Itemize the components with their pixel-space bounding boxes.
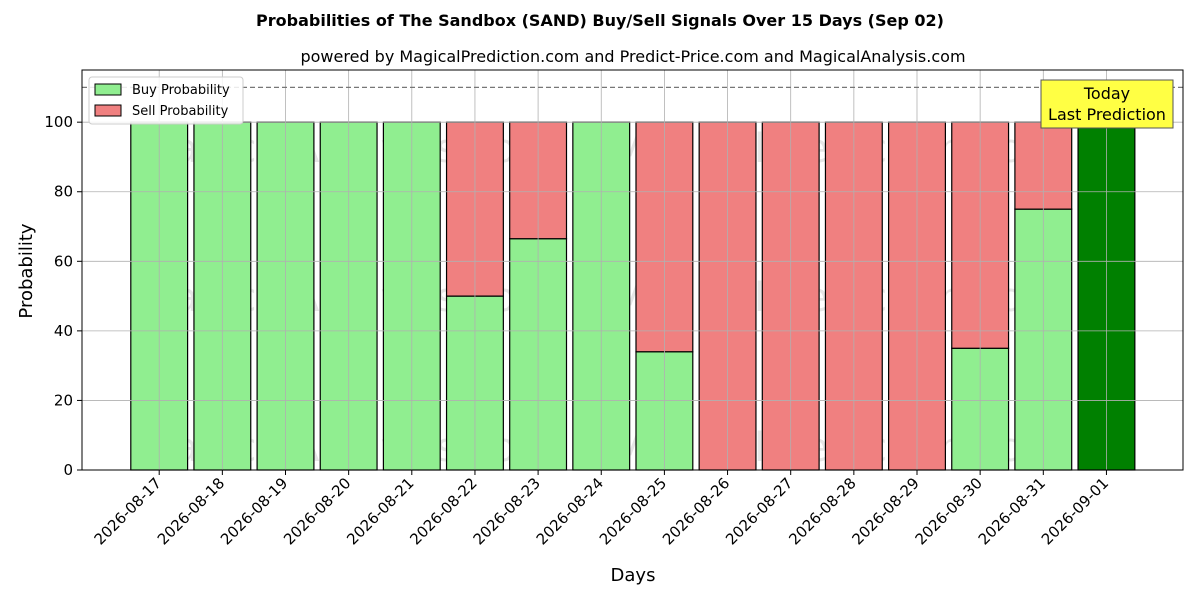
x-tick-label: 2026-08-24 bbox=[533, 474, 607, 548]
x-tick-label: 2026-08-31 bbox=[975, 474, 1049, 548]
x-tick-label: 2026-09-01 bbox=[1038, 474, 1112, 548]
today-annotation-line2: Last Prediction bbox=[1048, 105, 1166, 124]
plot-frame bbox=[81, 69, 1184, 471]
x-tick-label: 2026-08-18 bbox=[154, 474, 228, 548]
x-axis-label: Days bbox=[611, 565, 656, 586]
legend-swatch bbox=[94, 83, 122, 96]
y-tick-label: 60 bbox=[54, 252, 73, 270]
x-tick-label: 2026-08-19 bbox=[217, 474, 291, 548]
x-tick-label: 2026-08-28 bbox=[785, 474, 859, 548]
today-annotation-box bbox=[1040, 79, 1174, 129]
x-tick-label: 2026-08-21 bbox=[343, 474, 417, 548]
x-tick-label: 2026-08-29 bbox=[848, 474, 922, 548]
chart-title: Probabilities of The Sandbox (SAND) Buy/… bbox=[256, 11, 944, 30]
x-tick-label: 2026-08-30 bbox=[912, 474, 986, 548]
legend: Buy Probability Sell Probability bbox=[88, 76, 244, 125]
x-tick-label: 2026-08-25 bbox=[596, 474, 670, 548]
legend-label: Buy Probability bbox=[132, 83, 230, 98]
legend-label: Sell Probability bbox=[132, 104, 229, 119]
today-annotation-line1: Today bbox=[1083, 84, 1130, 103]
y-tick-label: 100 bbox=[44, 113, 73, 131]
y-tick-label: 80 bbox=[54, 183, 73, 201]
y-axis-label: Probability bbox=[16, 223, 37, 318]
y-tick-label: 20 bbox=[54, 391, 73, 409]
y-tick-label: 0 bbox=[63, 461, 73, 479]
x-tick-label: 2026-08-17 bbox=[91, 474, 165, 548]
legend-box bbox=[88, 76, 244, 125]
y-tick-label: 40 bbox=[54, 322, 73, 340]
x-tick-label: 2026-08-22 bbox=[406, 474, 480, 548]
x-tick-label: 2026-08-20 bbox=[280, 474, 354, 548]
today-annotation: Today Last Prediction bbox=[1040, 79, 1174, 129]
chart-subtitle: powered by MagicalPrediction.com and Pre… bbox=[300, 47, 965, 66]
x-tick-label: 2026-08-27 bbox=[722, 474, 796, 548]
x-tick-label: 2026-08-26 bbox=[659, 474, 733, 548]
plot-area: MagicalAnalysis.comMagicalPrediction.com… bbox=[44, 69, 1184, 548]
x-tick-label: 2026-08-23 bbox=[470, 474, 544, 548]
legend-swatch bbox=[94, 104, 122, 117]
